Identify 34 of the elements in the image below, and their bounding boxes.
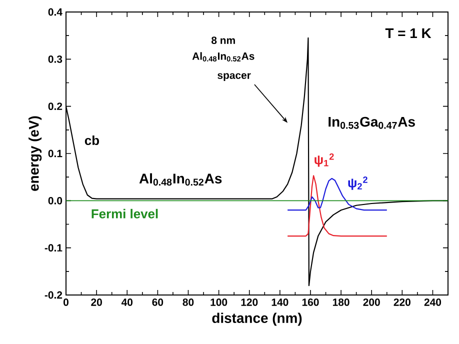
x-tick-label: 100 bbox=[210, 298, 228, 306]
y-tick-label: 0.1 bbox=[48, 150, 62, 158]
y-tick-label: -0.1 bbox=[44, 244, 62, 252]
annotation: Al$_{0.48}$In$_{0.52}$As bbox=[139, 173, 222, 186]
y-tick-label: 0.4 bbox=[48, 8, 62, 16]
x-axis-title: distance (nm) bbox=[212, 312, 302, 326]
y-axis-title: energy (eV) bbox=[28, 116, 42, 191]
y-tick-label: 0.2 bbox=[48, 102, 62, 110]
x-tick-label: 80 bbox=[182, 298, 194, 306]
x-tick-label: 180 bbox=[332, 298, 350, 306]
x-tick-label: 200 bbox=[363, 298, 380, 306]
series-label: ψ$_{1}$2 bbox=[314, 153, 334, 167]
series-label: cb bbox=[84, 136, 99, 146]
x-tick-label: 140 bbox=[272, 298, 288, 306]
annotation: 8 nm bbox=[212, 36, 235, 44]
annotation: Al$_{0.48}$In$_{0.52}$As bbox=[192, 52, 254, 62]
annotation: In$_{0.53}$Ga$_{0.47}$As bbox=[328, 116, 415, 129]
x-tick-label: 0 bbox=[64, 298, 68, 306]
x-tick-label: 160 bbox=[302, 298, 319, 306]
x-tick-label: 240 bbox=[424, 298, 442, 306]
x-tick-label: 120 bbox=[241, 298, 258, 306]
series-label: ψ$_{2}$2 bbox=[348, 176, 368, 190]
line-series bbox=[287, 175, 388, 237]
x-tick-label: 60 bbox=[152, 298, 164, 306]
x-tick-label: 40 bbox=[121, 298, 133, 306]
ref-line-label: Fermi level bbox=[92, 208, 158, 218]
x-tick-label: 220 bbox=[394, 298, 410, 306]
y-tick-label: 0.3 bbox=[48, 55, 62, 63]
x-tick-label: 20 bbox=[91, 298, 102, 306]
annotation: T = 1 K bbox=[385, 28, 432, 38]
annotation: spacer bbox=[218, 73, 251, 81]
line-series bbox=[287, 178, 388, 211]
y-tick-label: 0.0 bbox=[48, 196, 62, 204]
y-tick-label: -0.2 bbox=[44, 291, 62, 299]
